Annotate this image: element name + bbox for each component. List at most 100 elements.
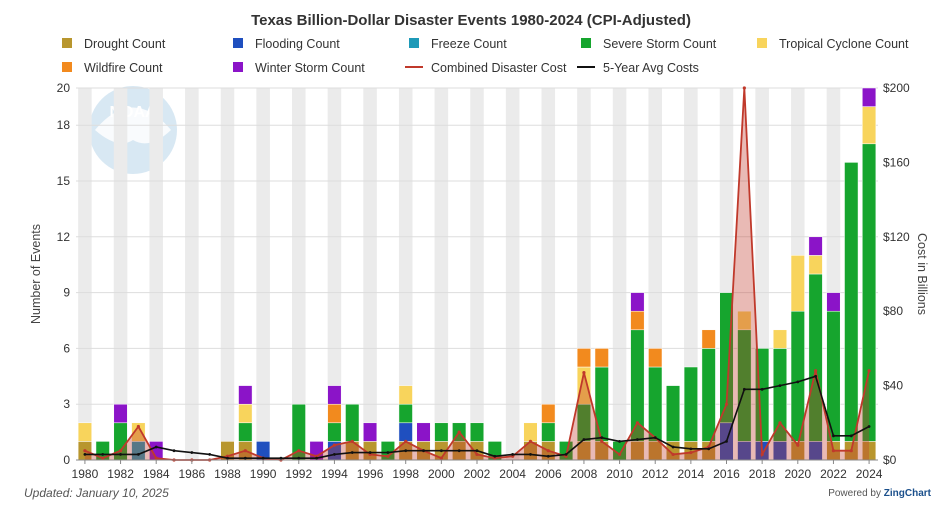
combined-cost-point[interactable] [101, 456, 105, 460]
avg-cost-point[interactable] [457, 449, 461, 453]
combined-cost-point[interactable] [386, 454, 390, 458]
avg-cost-point[interactable] [101, 453, 105, 456]
combined-cost-point[interactable] [582, 370, 586, 375]
bar-tropical-cyclone-count[interactable] [131, 422, 146, 442]
bar-severe-storm-count[interactable] [238, 422, 253, 442]
avg-cost-point[interactable] [832, 434, 835, 438]
avg-cost-point[interactable] [279, 456, 283, 460]
bar-severe-storm-count[interactable] [844, 162, 859, 442]
combined-cost-point[interactable] [617, 452, 622, 457]
legend-item[interactable]: Flooding Count [233, 37, 340, 51]
avg-cost-point[interactable] [261, 456, 265, 460]
avg-cost-point[interactable] [439, 449, 443, 453]
avg-cost-point[interactable] [404, 449, 408, 453]
avg-cost-point[interactable] [190, 451, 194, 454]
bar-wildfire-count[interactable] [648, 348, 663, 368]
avg-cost-point[interactable] [333, 453, 336, 456]
combined-cost-point[interactable] [439, 456, 443, 460]
combined-cost-point[interactable] [297, 449, 301, 453]
bar-severe-storm-count[interactable] [327, 422, 342, 442]
avg-cost-point[interactable] [529, 453, 532, 456]
combined-cost-point[interactable] [689, 450, 693, 455]
combined-cost-point[interactable] [154, 456, 158, 460]
combined-cost-point[interactable] [867, 369, 871, 373]
avg-cost-point[interactable] [849, 434, 853, 438]
combined-cost-point[interactable] [600, 439, 604, 443]
combined-cost-point[interactable] [475, 452, 479, 457]
bar-severe-storm-count[interactable] [648, 366, 663, 442]
bar-tropical-cyclone-count[interactable] [737, 310, 752, 331]
combined-cost-point[interactable] [635, 421, 640, 425]
avg-cost-point[interactable] [742, 387, 746, 391]
legend-item[interactable]: Drought Count [62, 37, 166, 51]
bar-winter-storm-count[interactable] [327, 385, 342, 405]
combined-cost-point[interactable] [350, 439, 354, 443]
avg-cost-point[interactable] [368, 451, 372, 454]
combined-cost-point[interactable] [796, 443, 800, 447]
bar-winter-storm-count[interactable] [363, 422, 378, 442]
legend-item[interactable]: Freeze Count [409, 37, 507, 51]
avg-cost-point[interactable] [778, 384, 782, 387]
legend-item[interactable]: Combined Disaster Cost [405, 61, 567, 75]
bar-wildfire-count[interactable] [594, 348, 609, 368]
bar-tropical-cyclone-count[interactable] [77, 422, 92, 442]
avg-cost-point[interactable] [297, 456, 301, 460]
bar-winter-storm-count[interactable] [238, 385, 253, 405]
avg-cost-point[interactable] [618, 440, 621, 443]
bar-wildfire-count[interactable] [630, 310, 645, 331]
avg-cost-point[interactable] [707, 447, 711, 451]
combined-cost-point[interactable] [760, 452, 764, 457]
bar-severe-storm-count[interactable] [666, 385, 681, 442]
avg-cost-point[interactable] [653, 436, 657, 440]
avg-cost-point[interactable] [511, 453, 515, 456]
bar-severe-storm-count[interactable] [469, 422, 485, 442]
combined-cost-point[interactable] [778, 421, 782, 425]
combined-cost-point[interactable] [404, 439, 408, 443]
avg-cost-point[interactable] [582, 438, 586, 441]
bar-flooding-count[interactable] [398, 422, 413, 442]
bar-winter-storm-count[interactable] [416, 422, 431, 442]
bar-severe-storm-count[interactable] [345, 403, 360, 442]
bar-tropical-cyclone-count[interactable] [808, 255, 823, 275]
combined-cost-point[interactable] [528, 439, 533, 443]
avg-cost-point[interactable] [350, 451, 354, 454]
combined-cost-point[interactable] [742, 86, 746, 90]
bar-tropical-cyclone-count[interactable] [772, 329, 788, 349]
avg-cost-point[interactable] [493, 454, 497, 458]
powered-by[interactable]: Powered by ZingChart [828, 488, 931, 499]
avg-cost-point[interactable] [689, 447, 693, 451]
avg-cost-point[interactable] [136, 453, 140, 456]
avg-cost-point[interactable] [226, 456, 229, 460]
bar-severe-storm-count[interactable] [541, 422, 556, 442]
avg-cost-point[interactable] [154, 445, 158, 449]
avg-cost-point[interactable] [546, 454, 550, 458]
bar-winter-storm-count[interactable] [113, 403, 128, 424]
legend-item[interactable]: Winter Storm Count [233, 61, 365, 75]
bar-severe-storm-count[interactable] [434, 422, 449, 442]
avg-cost-point[interactable] [636, 438, 639, 441]
bar-winter-storm-count[interactable] [862, 87, 877, 107]
legend-item[interactable]: Tropical Cyclone Count [757, 37, 909, 51]
legend-item[interactable]: Severe Storm Count [581, 37, 717, 51]
combined-cost-point[interactable] [849, 449, 853, 453]
avg-cost-point[interactable] [422, 449, 425, 453]
avg-cost-point[interactable] [475, 449, 479, 453]
bar-wildfire-count[interactable] [576, 348, 591, 368]
avg-cost-point[interactable] [172, 449, 176, 453]
bar-severe-storm-count[interactable] [683, 366, 698, 442]
avg-cost-point[interactable] [867, 425, 871, 428]
avg-cost-point[interactable] [119, 453, 122, 456]
bar-winter-storm-count[interactable] [808, 236, 823, 256]
avg-cost-point[interactable] [600, 436, 604, 440]
avg-cost-point[interactable] [315, 456, 318, 460]
combined-cost-point[interactable] [83, 449, 87, 453]
avg-cost-point[interactable] [243, 456, 247, 460]
combined-cost-point[interactable] [814, 369, 818, 373]
bar-tropical-cyclone-count[interactable] [523, 422, 538, 442]
avg-cost-point[interactable] [814, 374, 818, 378]
bar-wildfire-count[interactable] [701, 329, 716, 349]
combined-cost-point[interactable] [118, 449, 123, 453]
avg-cost-point[interactable] [564, 453, 568, 456]
combined-cost-point[interactable] [136, 424, 140, 429]
combined-cost-point[interactable] [546, 449, 550, 453]
